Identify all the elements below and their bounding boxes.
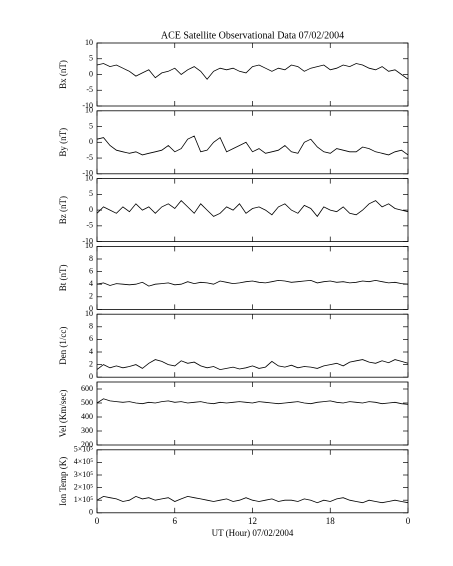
- y-axis-label: Bz (nT): [58, 196, 68, 224]
- y-tick-label: 5: [89, 121, 93, 130]
- y-tick-label: 6: [89, 266, 93, 275]
- y-axis-label: Ion Temp (K): [58, 457, 68, 506]
- data-line: [96, 495, 409, 504]
- y-tick-label: 6: [89, 334, 93, 343]
- y-tick-label: 8: [89, 254, 93, 263]
- y-tick-label: -10: [82, 169, 93, 178]
- y-axis-label: By (nT): [58, 128, 68, 157]
- y-tick-label: 2: [89, 359, 93, 368]
- data-line: [96, 398, 409, 405]
- y-tick-label: -5: [86, 85, 93, 94]
- y-tick-label: 0: [89, 205, 93, 214]
- data-line: [96, 279, 409, 287]
- x-axis-label: UT (Hour) 07/02/2004: [212, 528, 294, 538]
- y-tick-label: 4: [89, 279, 93, 288]
- y-tick-label: 10: [85, 241, 93, 250]
- y-tick-label: 5: [89, 189, 93, 198]
- panel-frame: [96, 42, 409, 107]
- y-tick-label: 300: [81, 426, 93, 435]
- data-line: [96, 135, 409, 156]
- y-tick-label: 4×10⁵: [74, 457, 94, 466]
- y-axis-label: Vel (Km/sec): [58, 390, 68, 438]
- y-tick-label: -5: [86, 153, 93, 162]
- y-tick-label: 0: [89, 372, 93, 381]
- y-axis-label: Den (1/cc): [58, 327, 68, 365]
- y-tick-label: 500: [81, 398, 93, 407]
- y-tick-label: 5×10⁵: [74, 445, 94, 454]
- x-tick-label: 0: [406, 516, 411, 526]
- panel-frame: [96, 178, 409, 243]
- y-axis-label: Bt (nT): [58, 265, 68, 292]
- y-tick-label: 10: [85, 309, 93, 318]
- y-tick-label: 10: [85, 38, 93, 47]
- y-tick-label: 0: [89, 508, 93, 517]
- y-tick-label: 1×10⁵: [74, 495, 94, 504]
- y-axis-label: Bx (nT): [58, 60, 68, 89]
- panel-frame: [96, 449, 409, 514]
- x-tick-label: 0: [95, 516, 100, 526]
- x-tick-label: 18: [326, 516, 336, 526]
- x-tick-label: 6: [173, 516, 178, 526]
- y-tick-label: 600: [81, 384, 93, 393]
- y-tick-label: -10: [82, 236, 93, 245]
- y-tick-label: 10: [85, 173, 93, 182]
- panel-frame: [96, 381, 409, 446]
- y-tick-label: 8: [89, 322, 93, 331]
- panel-frame: [96, 110, 409, 175]
- y-tick-label: 2: [89, 292, 93, 301]
- data-line: [96, 359, 409, 371]
- data-line: [96, 200, 409, 218]
- panel-frame: [96, 245, 409, 310]
- y-tick-label: 4: [89, 347, 93, 356]
- y-tick-label: 2×10⁵: [74, 482, 94, 491]
- y-tick-label: 0: [89, 137, 93, 146]
- data-line: [96, 63, 409, 80]
- y-tick-label: 0: [89, 69, 93, 78]
- y-tick-label: 200: [81, 440, 93, 449]
- y-tick-label: -10: [82, 101, 93, 110]
- y-tick-label: 3×10⁵: [74, 470, 94, 479]
- y-tick-label: 0: [89, 304, 93, 313]
- chart-title: ACE Satellite Observational Data 07/02/2…: [161, 30, 344, 41]
- y-tick-label: 5: [89, 54, 93, 63]
- y-tick-label: 400: [81, 412, 93, 421]
- y-tick-label: -5: [86, 221, 93, 230]
- y-tick-label: 10: [85, 106, 93, 115]
- x-tick-label: 12: [248, 516, 257, 526]
